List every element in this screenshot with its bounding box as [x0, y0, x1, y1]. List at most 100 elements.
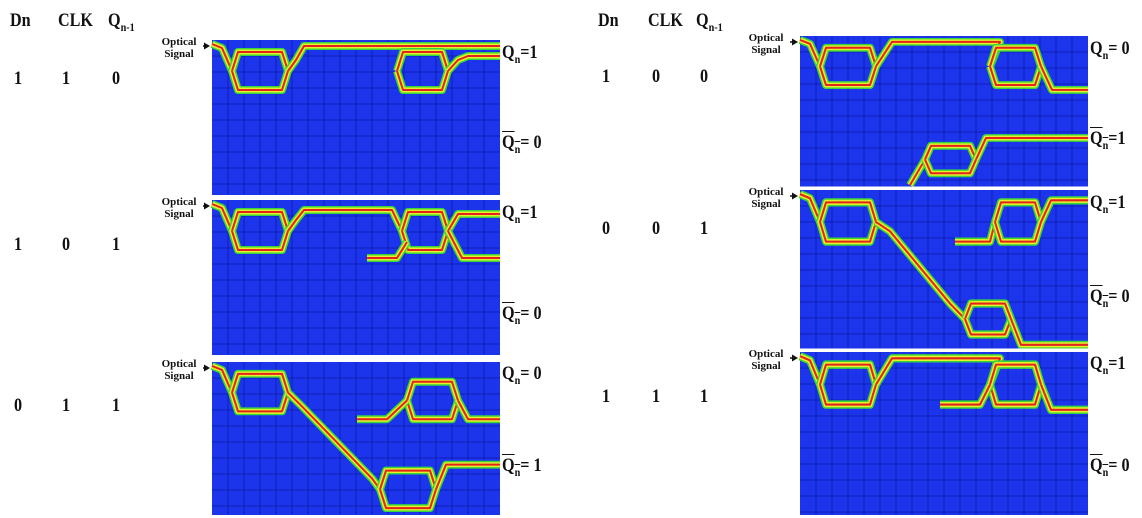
signal-label-line: Optical — [740, 186, 792, 198]
output-label: Qn=1 — [1090, 128, 1126, 153]
input-text: 1 — [700, 218, 708, 239]
input-text: 1 — [62, 395, 70, 416]
input-value: 1 — [602, 386, 610, 408]
output-label: Qn=1 — [502, 42, 538, 67]
input-text: 0 — [62, 234, 70, 255]
output-label: Qn=1 — [1090, 192, 1126, 217]
input-text: 1 — [602, 66, 610, 87]
column-header: Dn — [10, 10, 31, 32]
panels — [0, 0, 1142, 518]
header-text: CLK — [648, 10, 683, 31]
output-label: Qn= 0 — [502, 132, 542, 157]
output-symbol: Q — [1090, 128, 1103, 149]
output-symbol: Q — [1090, 353, 1103, 374]
signal-label-line: Optical — [153, 358, 205, 370]
input-text: 1 — [112, 395, 120, 416]
column-header: CLK — [648, 10, 683, 32]
input-text: 1 — [652, 386, 660, 407]
input-value: 1 — [62, 68, 70, 90]
input-value: 1 — [62, 395, 70, 417]
column-header: Qn-1 — [108, 10, 135, 35]
signal-arrow-head — [792, 39, 798, 46]
output-value: = 0 — [520, 303, 541, 324]
signal-label-line: Signal — [740, 360, 792, 372]
signal-label-line: Optical — [153, 196, 205, 208]
input-text: 0 — [112, 68, 120, 89]
header-text: Dn — [10, 10, 31, 31]
signal-label-line: Optical — [740, 348, 792, 360]
input-value: 0 — [14, 395, 22, 417]
column-header: CLK — [58, 10, 93, 32]
input-text: 0 — [652, 218, 660, 239]
output-label: Qn= 0 — [1090, 286, 1130, 311]
output-symbol: Q — [502, 303, 515, 324]
optical-signal-label: OpticalSignal — [740, 348, 792, 372]
input-value: 1 — [112, 395, 120, 417]
output-value: =1 — [520, 202, 537, 223]
output-label: Qn= 0 — [1090, 38, 1130, 63]
input-value: 1 — [700, 386, 708, 408]
header-text: CLK — [58, 10, 93, 31]
signal-arrow-head — [792, 193, 798, 200]
output-value: = 0 — [1108, 455, 1129, 476]
input-value: 1 — [652, 386, 660, 408]
input-text: 1 — [700, 386, 708, 407]
output-symbol: Q — [502, 363, 515, 384]
input-text: 1 — [62, 68, 70, 89]
figure: DnCLKQn-1110OpticalSignalQn=1Qn= 0101Opt… — [0, 0, 1142, 518]
input-text: 0 — [602, 218, 610, 239]
column-header: Qn-1 — [696, 10, 723, 35]
signal-arrow-head — [792, 355, 798, 362]
input-value: 1 — [14, 234, 22, 256]
input-text: 0 — [700, 66, 708, 87]
input-value: 1 — [602, 66, 610, 88]
output-label: Qn= 0 — [502, 303, 542, 328]
output-symbol: Q — [1090, 286, 1103, 307]
output-value: = 0 — [1108, 38, 1129, 59]
output-value: =1 — [1108, 192, 1125, 213]
output-value: = 1 — [520, 455, 541, 476]
output-label: Qn= 0 — [1090, 455, 1130, 480]
input-value: 0 — [652, 66, 660, 88]
input-value: 0 — [112, 68, 120, 90]
output-value: = 0 — [1108, 286, 1129, 307]
output-value: = 0 — [520, 132, 541, 153]
signal-label-line: Signal — [740, 198, 792, 210]
output-value: =1 — [1108, 128, 1125, 149]
output-symbol: Q — [1090, 38, 1103, 59]
input-value: 0 — [602, 218, 610, 240]
header-text: Q — [108, 10, 121, 31]
input-text: 1 — [14, 234, 22, 255]
input-value: 1 — [700, 218, 708, 240]
header-text: Q — [696, 10, 709, 31]
output-symbol: Q — [502, 42, 515, 63]
output-value: = 0 — [520, 363, 541, 384]
output-symbol: Q — [502, 132, 515, 153]
output-label: Qn=1 — [502, 202, 538, 227]
input-text: 1 — [602, 386, 610, 407]
input-value: 0 — [700, 66, 708, 88]
header-subscript: n-1 — [121, 20, 135, 34]
signal-label-line: Signal — [153, 208, 205, 220]
input-value: 0 — [62, 234, 70, 256]
header-text: Dn — [598, 10, 619, 31]
signal-label-line: Optical — [740, 32, 792, 44]
output-symbol: Q — [502, 202, 515, 223]
input-text: 1 — [14, 68, 22, 89]
output-symbol: Q — [1090, 455, 1103, 476]
output-symbol: Q — [502, 455, 515, 476]
header-subscript: n-1 — [709, 20, 723, 34]
output-value: =1 — [520, 42, 537, 63]
output-symbol: Q — [1090, 192, 1103, 213]
signal-label-line: Signal — [740, 44, 792, 56]
output-label: Qn= 1 — [502, 455, 542, 480]
input-text: 1 — [112, 234, 120, 255]
column-header: Dn — [598, 10, 619, 32]
input-text: 0 — [652, 66, 660, 87]
input-value: 0 — [652, 218, 660, 240]
